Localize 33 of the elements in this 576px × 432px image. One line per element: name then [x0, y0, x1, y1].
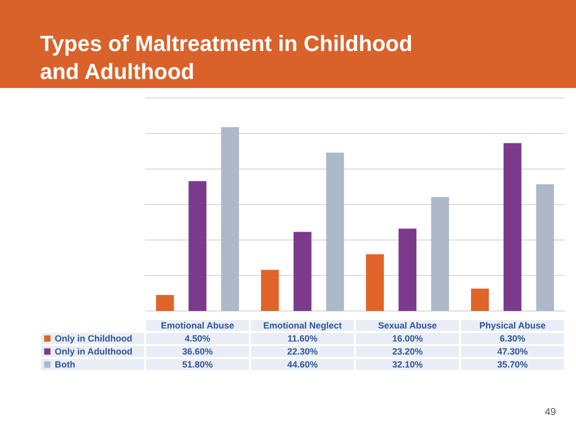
- bar: [431, 197, 449, 311]
- bar: [504, 143, 522, 311]
- data-label: 36.60%: [182, 346, 213, 356]
- legend-label: Both: [54, 360, 76, 370]
- bar: [261, 270, 279, 311]
- legend-label: Only in Childhood: [54, 334, 132, 344]
- text: 49: [544, 407, 556, 418]
- bar: [156, 295, 174, 311]
- chart-title: Types of Maltreatment in Childhood and Adulthood: [40, 31, 412, 84]
- data-label: 47.30%: [497, 346, 528, 356]
- bar: [471, 288, 489, 311]
- data-label: 6.30%: [500, 334, 526, 344]
- bar: [221, 127, 239, 311]
- data-label: 4.50%: [184, 334, 210, 344]
- data-label: 44.60%: [287, 360, 318, 370]
- bar: [188, 181, 206, 311]
- x-tick-label: Emotional Neglect: [263, 320, 342, 330]
- x-tick-label: Sexual Abuse: [378, 320, 437, 330]
- data-label: 51.80%: [182, 360, 213, 370]
- bar: [294, 232, 312, 311]
- bar: [326, 152, 344, 311]
- x-tick-label: Physical Abuse: [479, 320, 546, 330]
- data-label: 22.30%: [287, 346, 318, 356]
- legend-label: Only in Adulthood: [54, 346, 132, 356]
- data-label: 35.70%: [497, 360, 528, 370]
- data-label: 23.20%: [392, 346, 423, 356]
- data-label: 16.00%: [392, 334, 423, 344]
- bar: [398, 228, 416, 311]
- data-label: 11.60%: [287, 334, 318, 344]
- data-label: 32.10%: [392, 360, 423, 370]
- bar: [536, 184, 554, 311]
- x-tick-label: Emotional Abuse: [160, 320, 234, 330]
- bar: [366, 254, 384, 311]
